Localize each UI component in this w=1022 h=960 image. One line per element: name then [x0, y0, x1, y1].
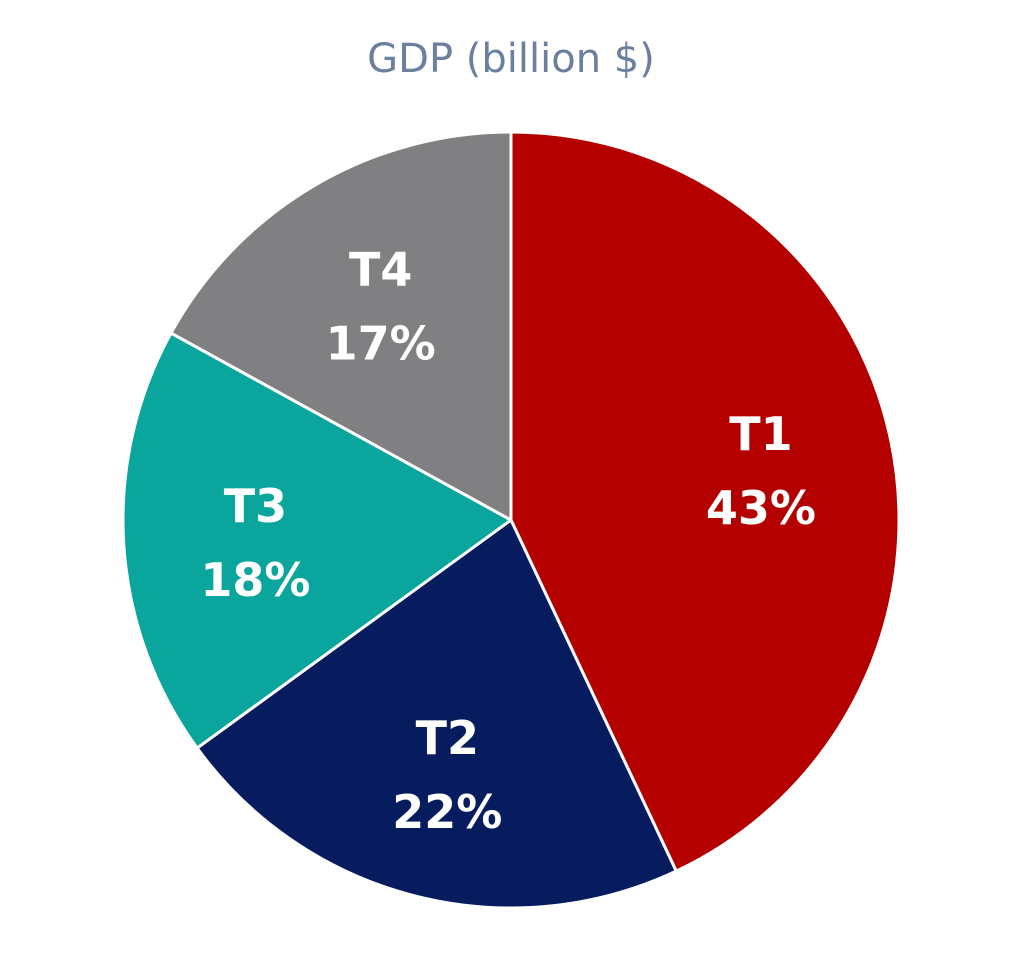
pie-slice-t4: [169, 130, 513, 522]
slice-name-label-t1: T1: [729, 407, 792, 461]
pie-slice-t3: [121, 331, 513, 750]
slice-percent-label-t4: 17%: [326, 317, 436, 371]
pie-labels: T1 43% T2 22% T3 18% T4 17%: [200, 243, 816, 839]
slice-percent-label-t3: 18%: [200, 553, 310, 607]
pie-slices: [121, 130, 901, 910]
pie-slice-t2: [195, 518, 678, 910]
pie-slice-t1: [509, 130, 901, 873]
slice-percent-label-t1: 43%: [706, 481, 816, 535]
slice-percent-label-t2: 22%: [392, 785, 502, 839]
chart-title: GDP (billion $): [367, 36, 655, 82]
slice-name-label-t3: T3: [224, 479, 287, 533]
slice-name-label-t2: T2: [416, 711, 479, 765]
slice-name-label-t4: T4: [349, 243, 412, 297]
